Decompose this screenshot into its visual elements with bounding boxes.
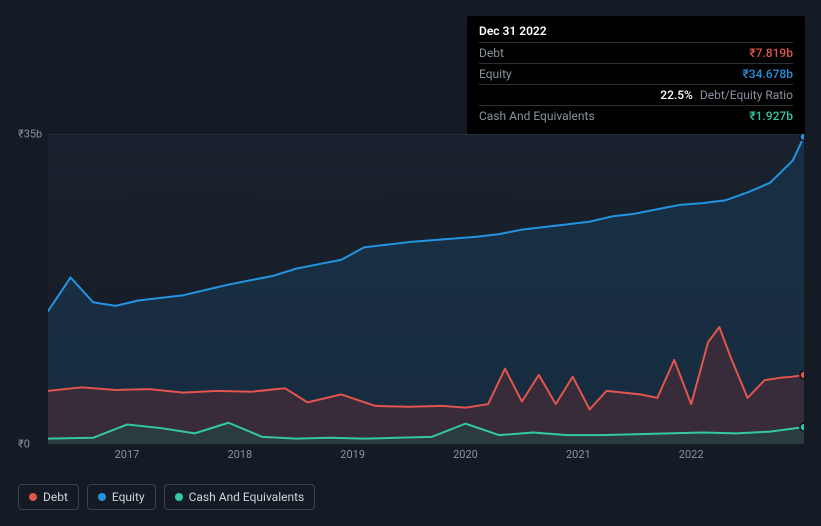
tooltip-row-value: ₹34.678b [743,67,793,81]
x-axis: 2017 2018 2019 2020 2021 2022 [48,448,804,466]
legend-dot [175,493,183,501]
x-axis-label: 2017 [115,448,140,461]
legend-dot [98,493,106,501]
tooltip-row: 22.5% Debt/Equity Ratio [479,84,793,105]
x-axis-label: 2022 [679,448,704,461]
tooltip-row-label: Cash And Equivalents [479,109,595,123]
x-axis-label: 2021 [566,448,591,461]
tooltip-row: Equity ₹34.678b [479,63,793,84]
x-axis-label: 2018 [227,448,252,461]
legend-dot [29,493,37,501]
x-axis-label: 2020 [453,448,478,461]
legend-item-debt[interactable]: Debt [18,484,79,510]
legend-label: Cash And Equivalents [189,490,305,504]
tooltip-date: Dec 31 2022 [479,24,793,38]
y-axis-label: ₹35b [18,128,54,141]
tooltip-row-value: ₹7.819b [749,46,793,60]
tooltip-row-value: 22.5% Debt/Equity Ratio [660,88,793,102]
legend-label: Equity [112,490,145,504]
legend-label: Debt [43,490,68,504]
chart-area: ₹0₹35b 201720182019202020212022 [18,126,804,466]
chart-tooltip: Dec 31 2022 Debt ₹7.819b Equity ₹34.678b 22.… [467,16,805,134]
tooltip-row: Debt ₹7.819b [479,42,793,63]
tooltip-row-label: Debt [479,46,504,60]
chart-plot[interactable] [48,134,804,444]
legend-item-cash-and-equivalents[interactable]: Cash And Equivalents [164,484,316,510]
x-axis-label: 2019 [340,448,365,461]
legend-item-equity[interactable]: Equity [87,484,156,510]
tooltip-row-value: ₹1.927b [749,109,793,123]
tooltip-row-label: Equity [479,67,512,81]
tooltip-row: Cash And Equivalents ₹1.927b [479,105,793,126]
chart-legend: Debt Equity Cash And Equivalents [18,484,315,510]
